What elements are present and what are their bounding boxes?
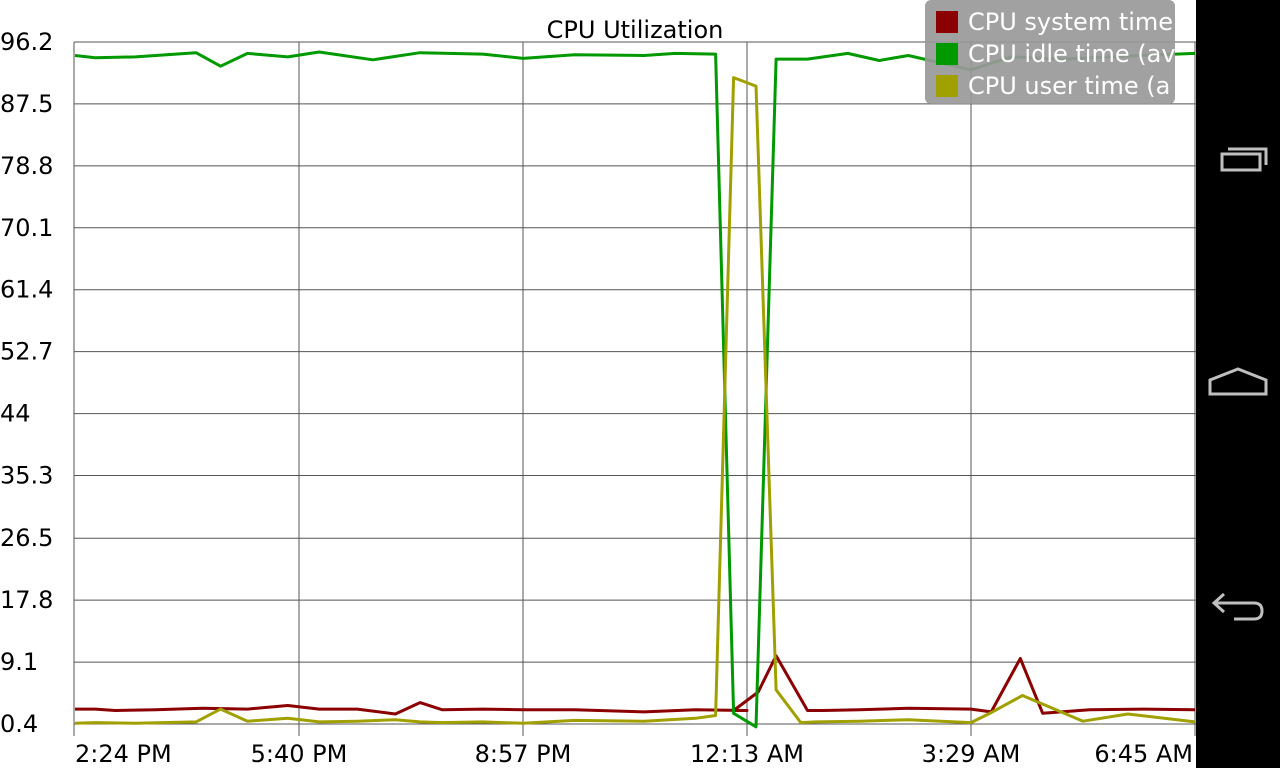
y-tick-label: 52.7 (0, 338, 53, 366)
home-button[interactable] (1196, 325, 1280, 435)
grid-lines (73, 41, 1196, 736)
legend-label: CPU system time (968, 8, 1173, 36)
navigation-bar (1196, 0, 1280, 768)
series-line-2 (74, 50, 1196, 729)
y-tick-label: 87.5 (0, 90, 53, 118)
x-tick-label: 5:40 PM (251, 740, 348, 768)
y-tick-label: 61.4 (0, 276, 53, 304)
back-icon (1211, 592, 1264, 621)
y-tick-label: 26.5 (0, 524, 53, 552)
chart-title: CPU Utilization (547, 16, 724, 44)
back-button[interactable] (1196, 550, 1280, 660)
series-line-3 (74, 76, 1196, 725)
y-tick-label: 0.4 (0, 710, 38, 738)
y-tick-label: 96.2 (0, 28, 53, 56)
x-tick-label: 3:29 AM (922, 740, 1021, 768)
legend-box (925, 0, 1175, 104)
y-tick-label: 35.3 (0, 462, 53, 490)
cpu-utilization-chart: 96.2 87.5 78.8 70.1 61.4 52.7 44 35.3 26.5 17.8 9.… (0, 0, 1196, 768)
home-icon (1208, 367, 1268, 396)
legend-label: CPU idle time (av (968, 40, 1176, 68)
x-tick-label: 12:13 AM (690, 740, 804, 768)
legend-swatch (936, 75, 958, 97)
chart-area: 96.2 87.5 78.8 70.1 61.4 52.7 44 35.3 26.5 17.8 9.… (0, 0, 1196, 768)
legend-swatch (936, 11, 958, 33)
recent-apps-button[interactable] (1196, 105, 1280, 215)
y-tick-label: 70.1 (0, 214, 53, 242)
legend-label: CPU user time (a (968, 72, 1170, 100)
legend-swatch (936, 43, 958, 65)
legend: CPU system time CPU idle time (av CPU user… (925, 0, 1176, 104)
y-tick-label: 9.1 (0, 648, 38, 676)
y-tick-label: 78.8 (0, 152, 53, 180)
x-tick-label: 2:24 PM (75, 740, 172, 768)
x-tick-label: 8:57 PM (475, 740, 572, 768)
x-tick-label: 6:45 AM (1094, 740, 1193, 768)
axis-labels: 96.2 87.5 78.8 70.1 61.4 52.7 44 35.3 26.5 17.8 9.… (0, 28, 1193, 768)
series-line-1 (75, 654, 1196, 716)
recent-apps-icon (1220, 147, 1268, 172)
series-lines (74, 50, 1196, 729)
y-tick-label: 17.8 (0, 586, 53, 614)
y-tick-label: 44 (0, 400, 31, 428)
